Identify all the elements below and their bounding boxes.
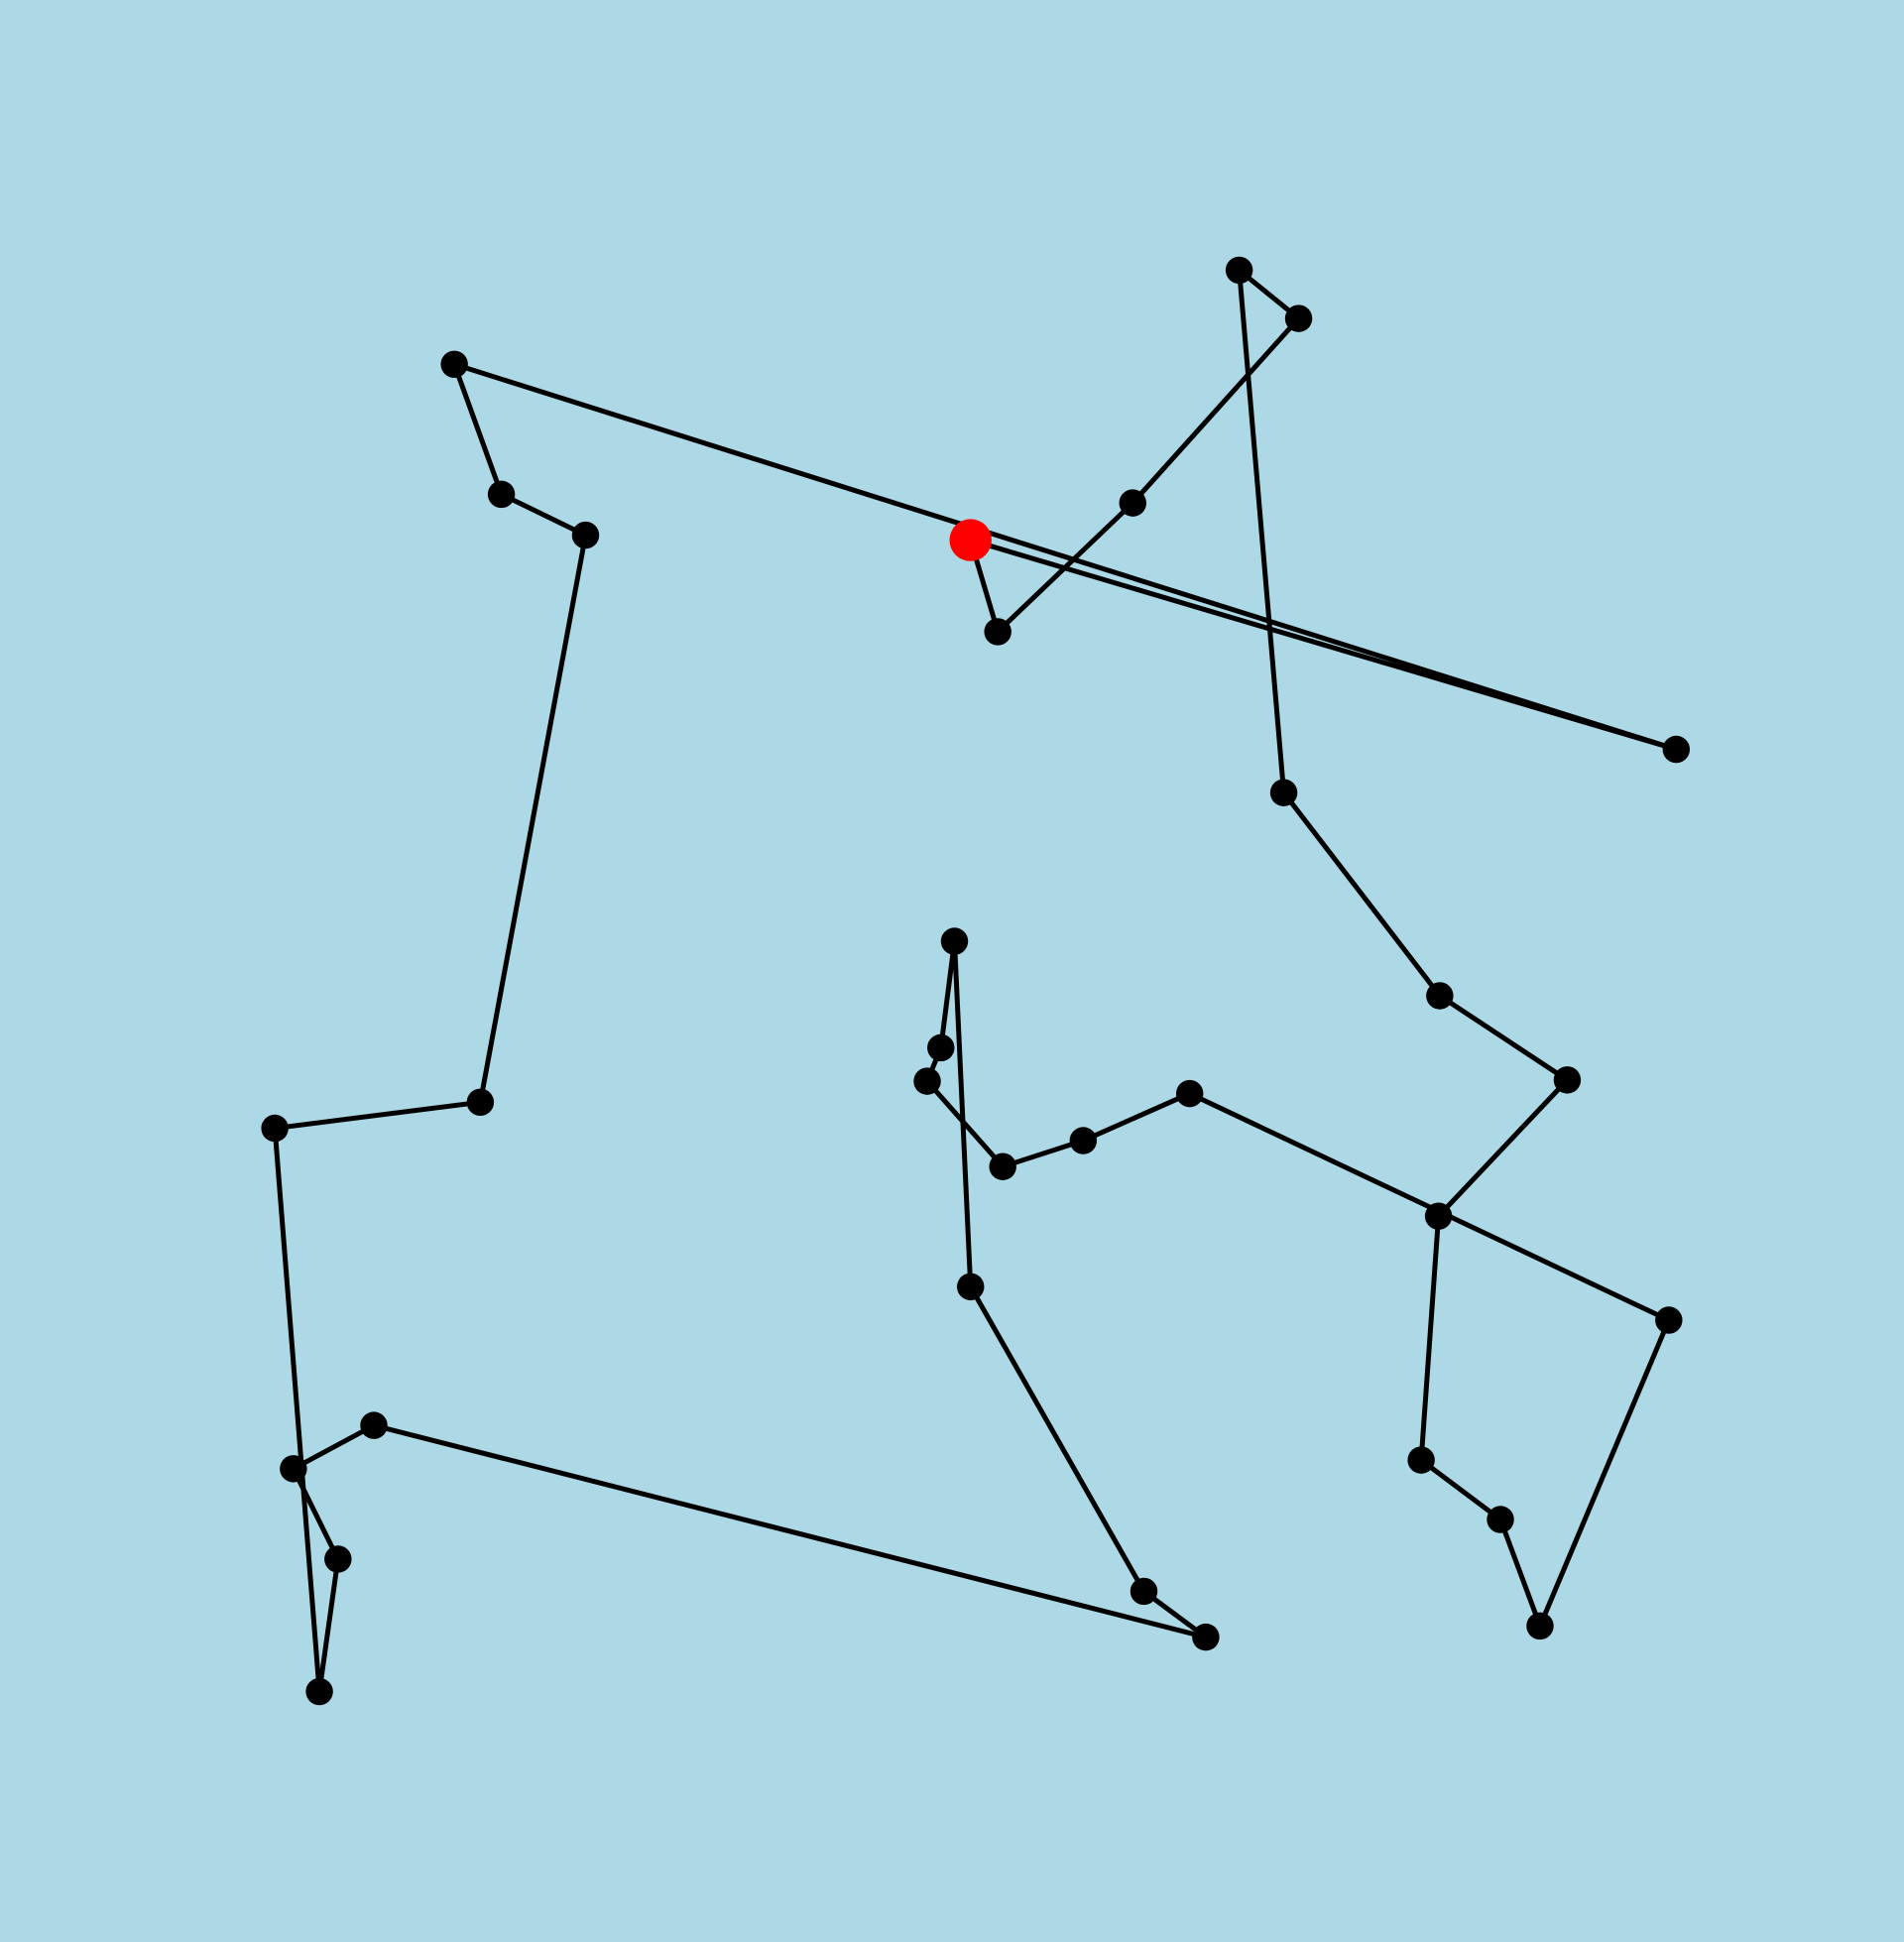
city-node [1553, 1066, 1582, 1094]
city-node [1269, 779, 1298, 806]
city-node [1192, 1623, 1220, 1651]
city-node [1119, 489, 1146, 517]
city-node [1130, 1577, 1158, 1606]
city-node [940, 927, 969, 955]
city-node [989, 1153, 1016, 1180]
city-node [956, 1273, 985, 1301]
city-node [360, 1411, 388, 1439]
city-node [1426, 982, 1454, 1010]
city-node [280, 1455, 307, 1483]
city-node [1069, 1127, 1098, 1154]
city-node [1487, 1506, 1514, 1533]
start-node [949, 519, 992, 561]
city-node [1662, 735, 1691, 764]
city-node [1225, 256, 1253, 285]
city-node [261, 1114, 289, 1143]
city-node [984, 618, 1012, 646]
city-node [927, 1033, 955, 1062]
city-node [1407, 1446, 1435, 1474]
city-node [487, 480, 516, 509]
city-node [1284, 304, 1313, 332]
city-node [1175, 1079, 1204, 1108]
city-node [466, 1088, 495, 1117]
city-node [1655, 1306, 1683, 1334]
city-node [324, 1545, 352, 1573]
city-node [1424, 1202, 1453, 1230]
city-node [305, 1677, 333, 1706]
city-node [440, 350, 468, 379]
city-node [913, 1067, 941, 1095]
tour [261, 256, 1691, 1706]
city-node [1526, 1612, 1554, 1640]
city-node [571, 521, 600, 549]
